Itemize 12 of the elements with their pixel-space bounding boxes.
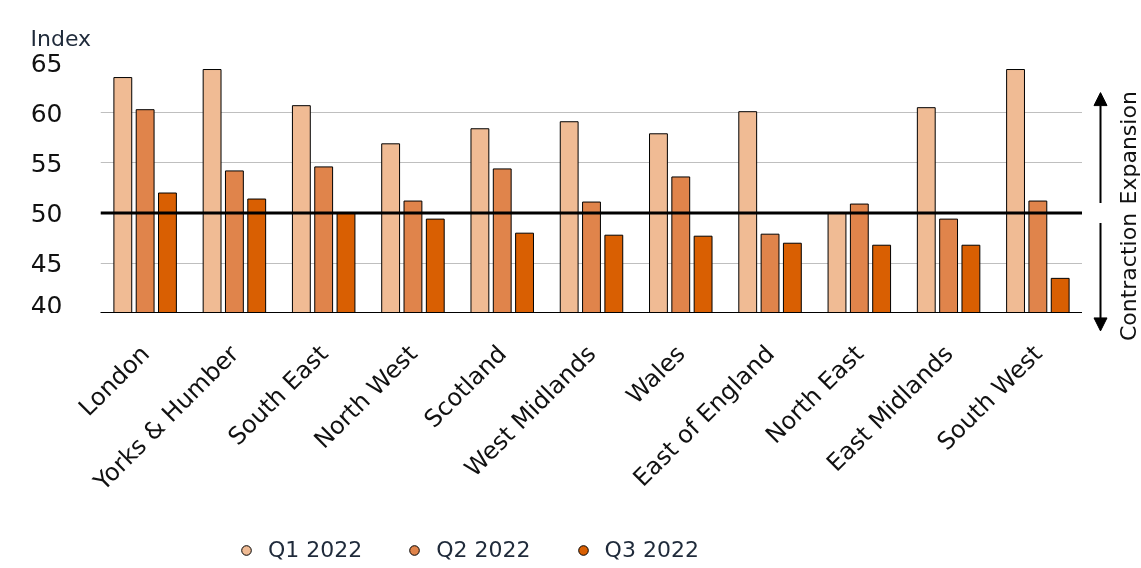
y-tick-label: 65 <box>30 48 63 78</box>
legend-label: Q2 2022 <box>436 537 531 562</box>
y-tick-label: 45 <box>30 249 63 279</box>
text: Expansion <box>1116 91 1141 205</box>
y-tick-label: 50 <box>30 199 63 229</box>
y-tick-label: 55 <box>30 148 63 178</box>
legend-label: Q3 2022 <box>604 537 699 562</box>
y-tick-label: 40 <box>30 290 63 320</box>
text: Contraction <box>1116 212 1141 342</box>
y-tick-label: 60 <box>30 98 63 128</box>
legend-label: Q1 2022 <box>268 537 363 562</box>
y-axis-title: Index <box>30 25 92 51</box>
